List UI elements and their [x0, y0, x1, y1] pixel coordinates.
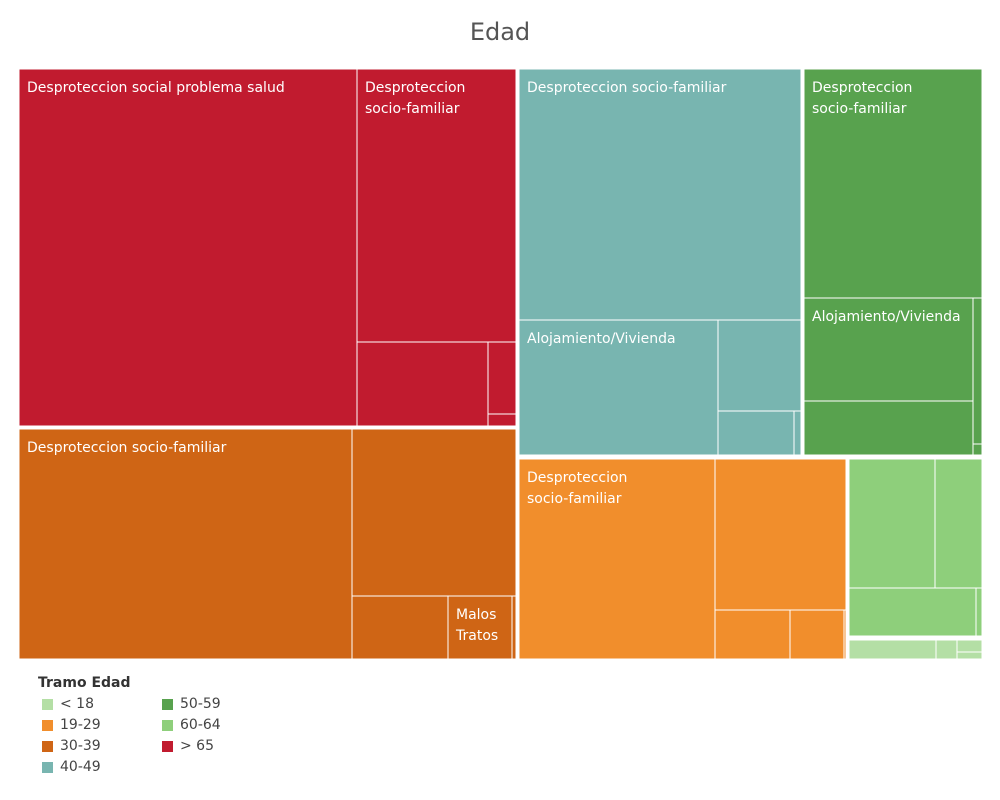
- treemap-cell-4049-2[interactable]: [717, 319, 802, 412]
- chart-title: Edad: [469, 18, 531, 46]
- treemap-cell-label: Desproteccion socio-familiar: [27, 440, 227, 456]
- treemap-cell-5059-4[interactable]: [972, 443, 983, 456]
- legend-item[interactable]: 19-29: [42, 716, 101, 734]
- treemap-cell-label: Desproteccion socio-familiar: [527, 470, 627, 507]
- legend-swatch: [162, 719, 173, 731]
- treemap-cell-4049-4[interactable]: [793, 410, 802, 456]
- legend-label: < 18: [60, 696, 94, 712]
- legend-swatch: [162, 698, 173, 710]
- treemap-cell-65-3[interactable]: [487, 341, 517, 415]
- legend-label: 50-59: [180, 696, 221, 712]
- group-separator: [518, 457, 984, 460]
- legend-item[interactable]: > 65: [162, 737, 214, 755]
- treemap-cell-65-4[interactable]: [487, 413, 517, 427]
- treemap-cell-65-2[interactable]: [356, 341, 489, 427]
- group-separator: [18, 427, 518, 430]
- treemap-cell-1929-2[interactable]: [714, 609, 791, 660]
- treemap-cell-18-0[interactable]: [848, 639, 937, 660]
- treemap-cell-label: Desproteccion social problema salud: [27, 80, 285, 96]
- group-separator: [848, 638, 984, 641]
- treemap-cell-3039-0[interactable]: [18, 428, 353, 660]
- legend-swatch: [42, 698, 53, 710]
- treemap-cell-65-0[interactable]: [18, 68, 358, 427]
- treemap-cell-5059-3[interactable]: [803, 400, 974, 456]
- treemap-cell-18-2[interactable]: [956, 639, 983, 653]
- treemap-cell-label: Desproteccion socio-familiar: [527, 80, 727, 96]
- legend-swatch: [42, 740, 53, 752]
- treemap-cell-label: Desproteccion socio-familiar: [812, 80, 912, 117]
- group-separator: [517, 68, 520, 660]
- legend-item[interactable]: 60-64: [162, 716, 221, 734]
- treemap-cell-label: Alojamiento/Vivienda: [812, 309, 961, 325]
- legend-label: 40-49: [60, 759, 101, 775]
- legend-title: Tramo Edad: [38, 675, 131, 691]
- treemap-cell-18-1[interactable]: [935, 639, 958, 660]
- legend-swatch: [162, 740, 173, 752]
- treemap-cell-label: Alojamiento/Vivienda: [527, 331, 676, 347]
- treemap-cell-3039-1[interactable]: [351, 428, 517, 597]
- legend-item[interactable]: 30-39: [42, 737, 101, 755]
- legend-swatch: [42, 761, 53, 773]
- treemap-cell-1929-4[interactable]: [843, 609, 847, 660]
- legend-item[interactable]: 40-49: [42, 758, 101, 776]
- treemap-cell-5059-1[interactable]: [803, 297, 974, 402]
- legend-item[interactable]: < 18: [42, 695, 94, 713]
- treemap-cell-6064-3[interactable]: [975, 587, 983, 637]
- treemap-cell-6064-2[interactable]: [848, 587, 977, 637]
- treemap-cell-5059-0[interactable]: [803, 68, 983, 299]
- treemap-cell-6064-0[interactable]: [848, 458, 936, 589]
- treemap-cell-1929-3[interactable]: [789, 609, 845, 660]
- treemap-cell-6064-1[interactable]: [934, 458, 983, 589]
- treemap-cell-4049-0[interactable]: [518, 68, 802, 321]
- treemap-cell-4049-3[interactable]: [717, 410, 795, 456]
- treemap-cell-label: Malos Tratos: [455, 607, 498, 644]
- legend-label: > 65: [180, 738, 214, 754]
- legend-label: 19-29: [60, 717, 101, 733]
- legend-swatch: [42, 719, 53, 731]
- group-separator: [802, 68, 805, 457]
- legend-label: 60-64: [180, 717, 221, 733]
- legend-item[interactable]: 50-59: [162, 695, 221, 713]
- treemap-cell-5059-2[interactable]: [972, 297, 983, 445]
- treemap-cell-1929-0[interactable]: [518, 458, 716, 660]
- treemap-cell-3039-2[interactable]: [351, 595, 449, 660]
- treemap-cell-3039-4[interactable]: [511, 595, 517, 660]
- treemap-cell-1929-1[interactable]: [714, 458, 847, 611]
- treemap-cell-18-3[interactable]: [956, 651, 983, 660]
- group-separator: [847, 458, 850, 660]
- treemap-cell-65-1[interactable]: [356, 68, 517, 343]
- treemap-cell-3039-3[interactable]: [447, 595, 513, 660]
- legend-label: 30-39: [60, 738, 101, 754]
- treemap-cell-label: Desproteccion socio-familiar: [365, 80, 465, 117]
